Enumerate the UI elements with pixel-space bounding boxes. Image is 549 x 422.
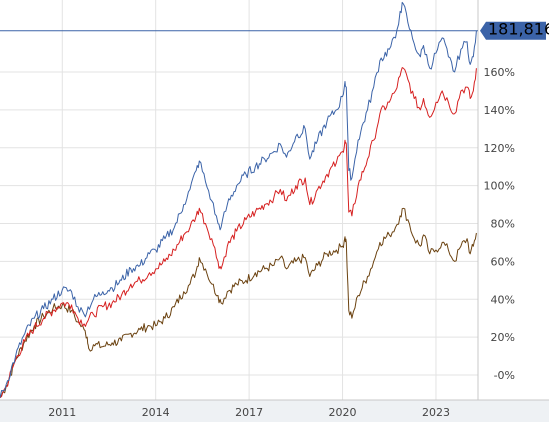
x-tick-label: 2017 — [235, 406, 263, 419]
last-value-badge — [480, 21, 546, 40]
x-axis-band — [0, 400, 549, 422]
y-tick-label: 140% — [484, 104, 515, 117]
y-tick-label: 160% — [484, 66, 515, 79]
series-line-0 — [0, 1, 477, 398]
y-tick-label: 40% — [491, 293, 515, 306]
y-tick-label: 80% — [491, 218, 515, 231]
x-axis-tick-labels: 2011 2014 2017 2020 2023 — [48, 406, 450, 419]
x-grid-lines — [61, 0, 437, 400]
x-tick-label: 2020 — [329, 406, 357, 419]
y-tick-label: -0% — [494, 369, 515, 382]
x-tick-label: 2023 — [422, 406, 450, 419]
y-tick-label: 20% — [491, 331, 515, 344]
y-tick-label: 120% — [484, 142, 515, 155]
series-line-1 — [0, 67, 477, 399]
last-value-label: 181,8162% — [488, 20, 549, 39]
y-tick-label: 60% — [491, 255, 515, 268]
y-axis-tick-labels: -0% 20% 40% 60% 80% 100% 120% 140% 160% — [484, 66, 515, 382]
x-tick-label: 2014 — [142, 406, 170, 419]
plot-background — [0, 0, 478, 400]
last-value-indicator: 181,8162% — [0, 20, 549, 40]
series-layer — [0, 1, 477, 399]
x-tick-label: 2011 — [48, 406, 76, 419]
y-tick-label: 100% — [484, 180, 515, 193]
